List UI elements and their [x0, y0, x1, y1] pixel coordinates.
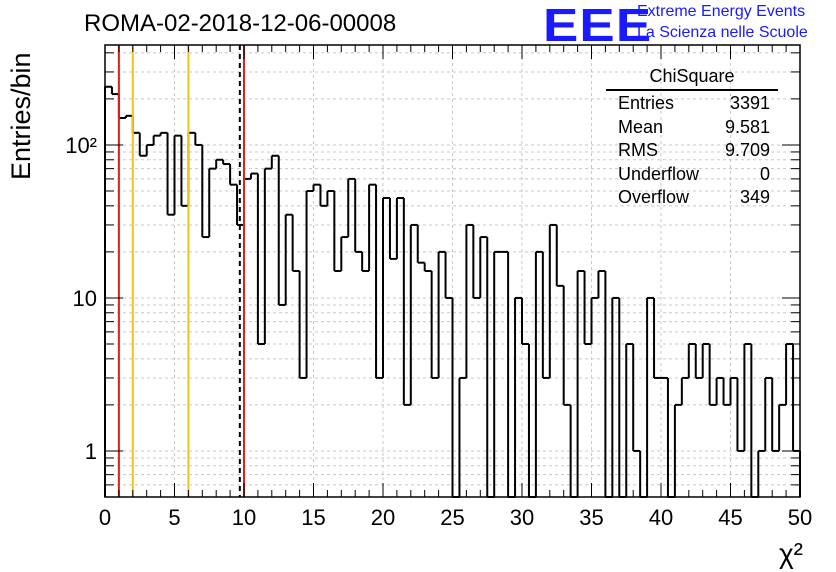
x-tick-label: 50: [788, 505, 812, 530]
grid-lines: [105, 45, 800, 497]
x-tick-label: 25: [440, 505, 464, 530]
reference-lines: [117, 45, 245, 497]
x-ticks: [104, 45, 801, 497]
x-tick-label: 0: [99, 505, 111, 530]
x-tick-label: 45: [718, 505, 742, 530]
x-tick-label: 40: [649, 505, 673, 530]
stats-label: RMS: [618, 140, 658, 160]
x-tick-label: 15: [301, 505, 325, 530]
stats-label: Mean: [618, 116, 664, 137]
stats-value: 9.709: [724, 140, 770, 160]
stats-row-entries: Entries 3391: [606, 92, 778, 116]
y-tick-label: 1: [85, 439, 97, 464]
stats-label: Overflow: [618, 187, 690, 207]
y-ticks: [105, 52, 800, 486]
y-tick-label: 10²: [65, 133, 97, 158]
x-tick-label: 35: [579, 505, 603, 530]
x-tick-label: 5: [168, 505, 180, 530]
stats-row-underflow: Underflow 0: [606, 163, 778, 187]
stats-box: ChiSquare Entries 3391 Mean 9.581 RMS 9.…: [606, 66, 778, 210]
stats-value: 3391: [729, 93, 770, 113]
x-tick-label: 20: [371, 505, 395, 530]
x-tick-label: 30: [510, 505, 534, 530]
logo-line-2: La Scienza nelle Scuole: [637, 24, 808, 41]
stats-title: ChiSquare: [606, 66, 778, 91]
stats-value: 349: [739, 187, 770, 207]
stats-label: Entries: [618, 93, 675, 113]
stats-row-overflow: Overflow 349: [606, 186, 778, 210]
stats-value: 0: [759, 163, 770, 184]
eee-logo: EEE: [543, 0, 653, 51]
chart-title: ROMA-02-2018-12-06-00008: [84, 10, 397, 37]
stats-value: 9.581: [724, 116, 770, 137]
stats-row-mean: Mean 9.581: [606, 116, 778, 140]
logo-line-1: Extreme Energy Events: [637, 3, 806, 20]
stats-label: Underflow: [618, 163, 700, 184]
stats-row-rms: RMS 9.709: [606, 139, 778, 163]
x-tick-label: 10: [232, 505, 256, 530]
x-axis-label: χ²: [779, 538, 803, 569]
y-tick-label: 10: [73, 286, 97, 311]
